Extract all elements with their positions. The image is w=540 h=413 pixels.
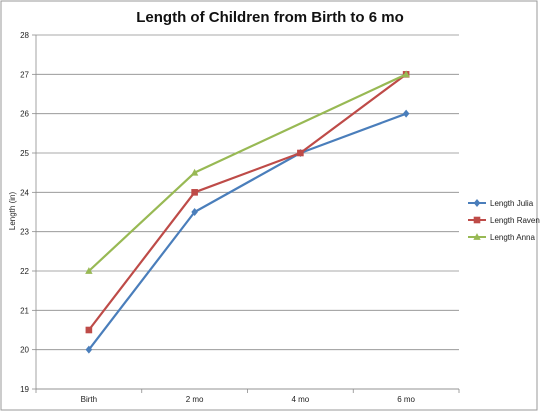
- y-tick-label: 23: [20, 228, 29, 237]
- x-tick-label: Birth: [81, 395, 97, 404]
- data-point: [402, 70, 410, 78]
- y-axis-label: Length (in): [8, 192, 17, 231]
- legend-entry: Length Raven: [468, 216, 540, 225]
- data-point: [402, 109, 410, 118]
- legend-label: Length Anna: [490, 233, 535, 242]
- y-tick-label: 25: [20, 149, 29, 158]
- axes: 19 20 21 22 23 24 25 26 27 28 Birth 2 mo 4 mo 6 mo: [20, 31, 460, 404]
- legend-label: Length Julia: [490, 199, 534, 208]
- y-tick-label: 28: [20, 31, 29, 40]
- x-tick-label: 2 mo: [186, 395, 204, 404]
- y-tick-label: 20: [20, 346, 29, 355]
- data-point: [85, 345, 93, 354]
- x-tick-label: 4 mo: [291, 395, 309, 404]
- y-tick-label: 27: [20, 70, 29, 79]
- y-tick-label: 26: [20, 110, 29, 119]
- data-point: [190, 168, 199, 176]
- series-lines: [85, 70, 410, 354]
- y-tick-label: 21: [20, 306, 29, 315]
- gridlines: [36, 34, 459, 390]
- data-point: [85, 267, 93, 274]
- y-tick-label: 22: [20, 267, 29, 276]
- legend-marker: [473, 216, 481, 224]
- legend-entry: Length Julia: [468, 199, 534, 208]
- series-line: [88, 112, 407, 351]
- data-point: [191, 208, 198, 216]
- series-line: [88, 73, 407, 331]
- legend-marker: [473, 233, 481, 240]
- data-point: [85, 326, 93, 334]
- legend-entry: Length Anna: [468, 233, 535, 242]
- data-point: [297, 149, 304, 157]
- x-tick-label: 6 mo: [397, 395, 415, 404]
- legend: Length Julia Length Raven Length Anna: [468, 199, 540, 242]
- legend-label: Length Raven: [490, 216, 540, 225]
- chart-title: Length of Children from Birth to 6 mo: [136, 9, 403, 26]
- y-tick-label: 19: [20, 385, 29, 394]
- data-point: [191, 189, 198, 196]
- series-3: [85, 70, 410, 274]
- legend-marker: [473, 199, 481, 207]
- y-tick-label: 24: [20, 188, 29, 197]
